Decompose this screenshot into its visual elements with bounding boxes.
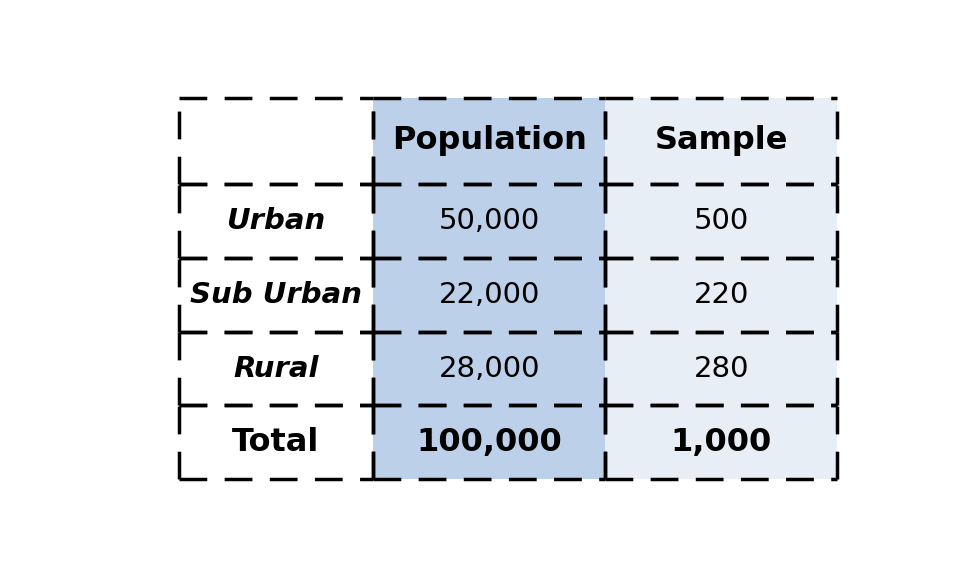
Bar	[179, 332, 372, 405]
Bar	[372, 184, 605, 258]
Text: 220: 220	[693, 280, 749, 309]
Text: 500: 500	[693, 207, 749, 235]
Bar	[605, 98, 838, 184]
Bar	[605, 405, 838, 479]
Text: 22,000: 22,000	[438, 280, 540, 309]
Text: 280: 280	[693, 355, 749, 382]
Text: Total: Total	[232, 427, 319, 458]
Bar	[179, 98, 372, 184]
Bar	[372, 405, 605, 479]
Bar	[372, 332, 605, 405]
Text: 50,000: 50,000	[438, 207, 540, 235]
Bar	[179, 258, 372, 332]
Bar	[372, 98, 605, 184]
Text: Sample: Sample	[655, 126, 788, 157]
Bar	[372, 258, 605, 332]
Text: 28,000: 28,000	[438, 355, 540, 382]
Bar	[179, 184, 372, 258]
Text: Rural: Rural	[233, 355, 319, 382]
Text: 100,000: 100,000	[416, 427, 562, 458]
Text: Population: Population	[392, 126, 586, 157]
Bar	[179, 405, 372, 479]
Text: 1,000: 1,000	[670, 427, 772, 458]
Bar	[605, 332, 838, 405]
Text: Urban: Urban	[226, 207, 326, 235]
Bar	[605, 184, 838, 258]
Text: Sub Urban: Sub Urban	[190, 280, 362, 309]
Bar	[605, 258, 838, 332]
